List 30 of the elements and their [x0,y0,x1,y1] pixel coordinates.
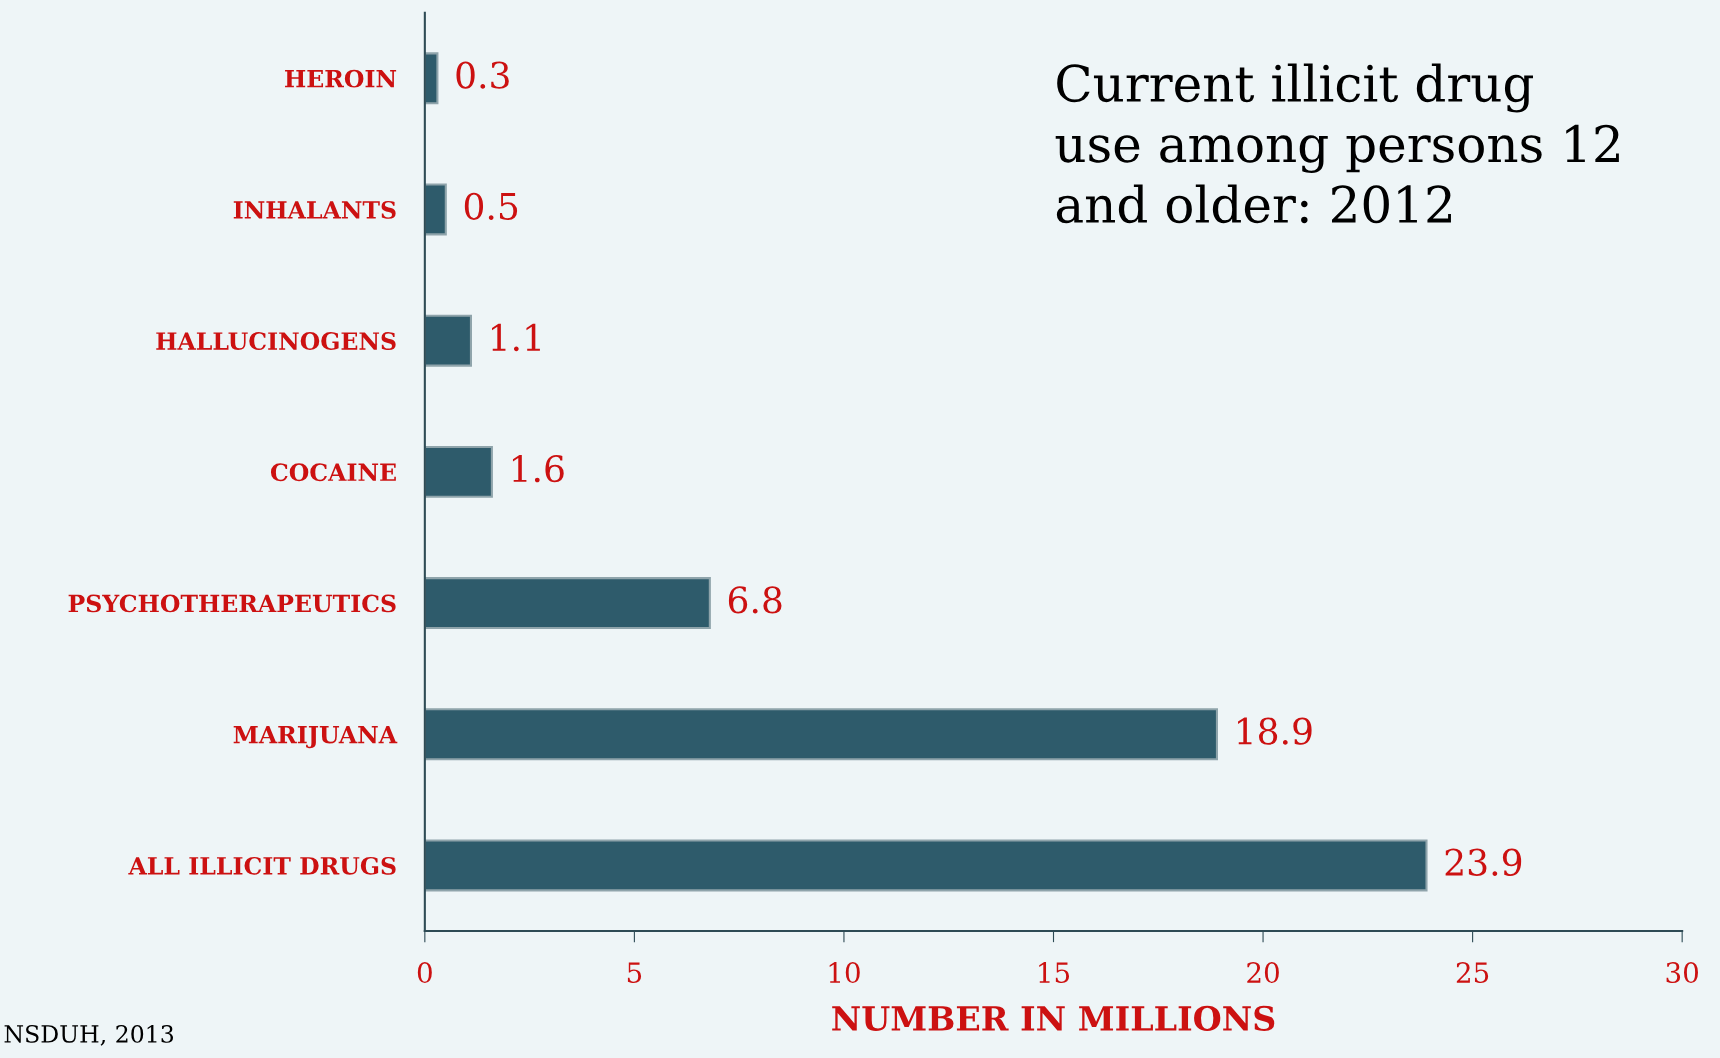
y-tick-label: PSYCHOTHERAPEUTICS [68,594,396,613]
y-tick-label: MARIJUANA [233,726,398,749]
x-tick-label: 5 [627,962,642,984]
bar [424,314,472,367]
data-label: 1.6 [512,455,564,483]
x-axis-title: NUMBER IN MILLIONS [832,1005,1275,1031]
bar [424,577,711,630]
x-tick-label: 30 [1666,962,1698,984]
x-tick-label: 15 [1039,962,1070,984]
data-label: 0.5 [464,192,518,220]
y-tick-label: HEROIN [285,69,397,88]
data-label: 0.3 [456,61,509,89]
data-label: 6.8 [728,586,782,614]
y-tick-label: HALLUCINOGENS [156,332,396,350]
x-tick-label: 0 [417,962,432,984]
text: NSDUH, 2013 [4,1024,174,1046]
bar [424,839,1428,892]
y-tick-label: COCAINE [270,463,396,482]
y-tick-label: INHALANTS [233,200,396,219]
x-tick-label: 25 [1456,962,1489,984]
data-label: 23.9 [1445,848,1522,876]
x-tick-label: 10 [829,962,860,984]
bar [424,708,1218,761]
bar [424,183,447,236]
data-label: 18.9 [1238,717,1312,745]
x-tick-label: 20 [1247,962,1279,984]
y-tick-label: ALL ILLICIT DRUGS [128,856,396,875]
data-label: 1.1 [492,323,540,352]
text: Current illicit drug use among persons 12 and older: 2012 [1055,63,1619,224]
bar [424,445,493,498]
